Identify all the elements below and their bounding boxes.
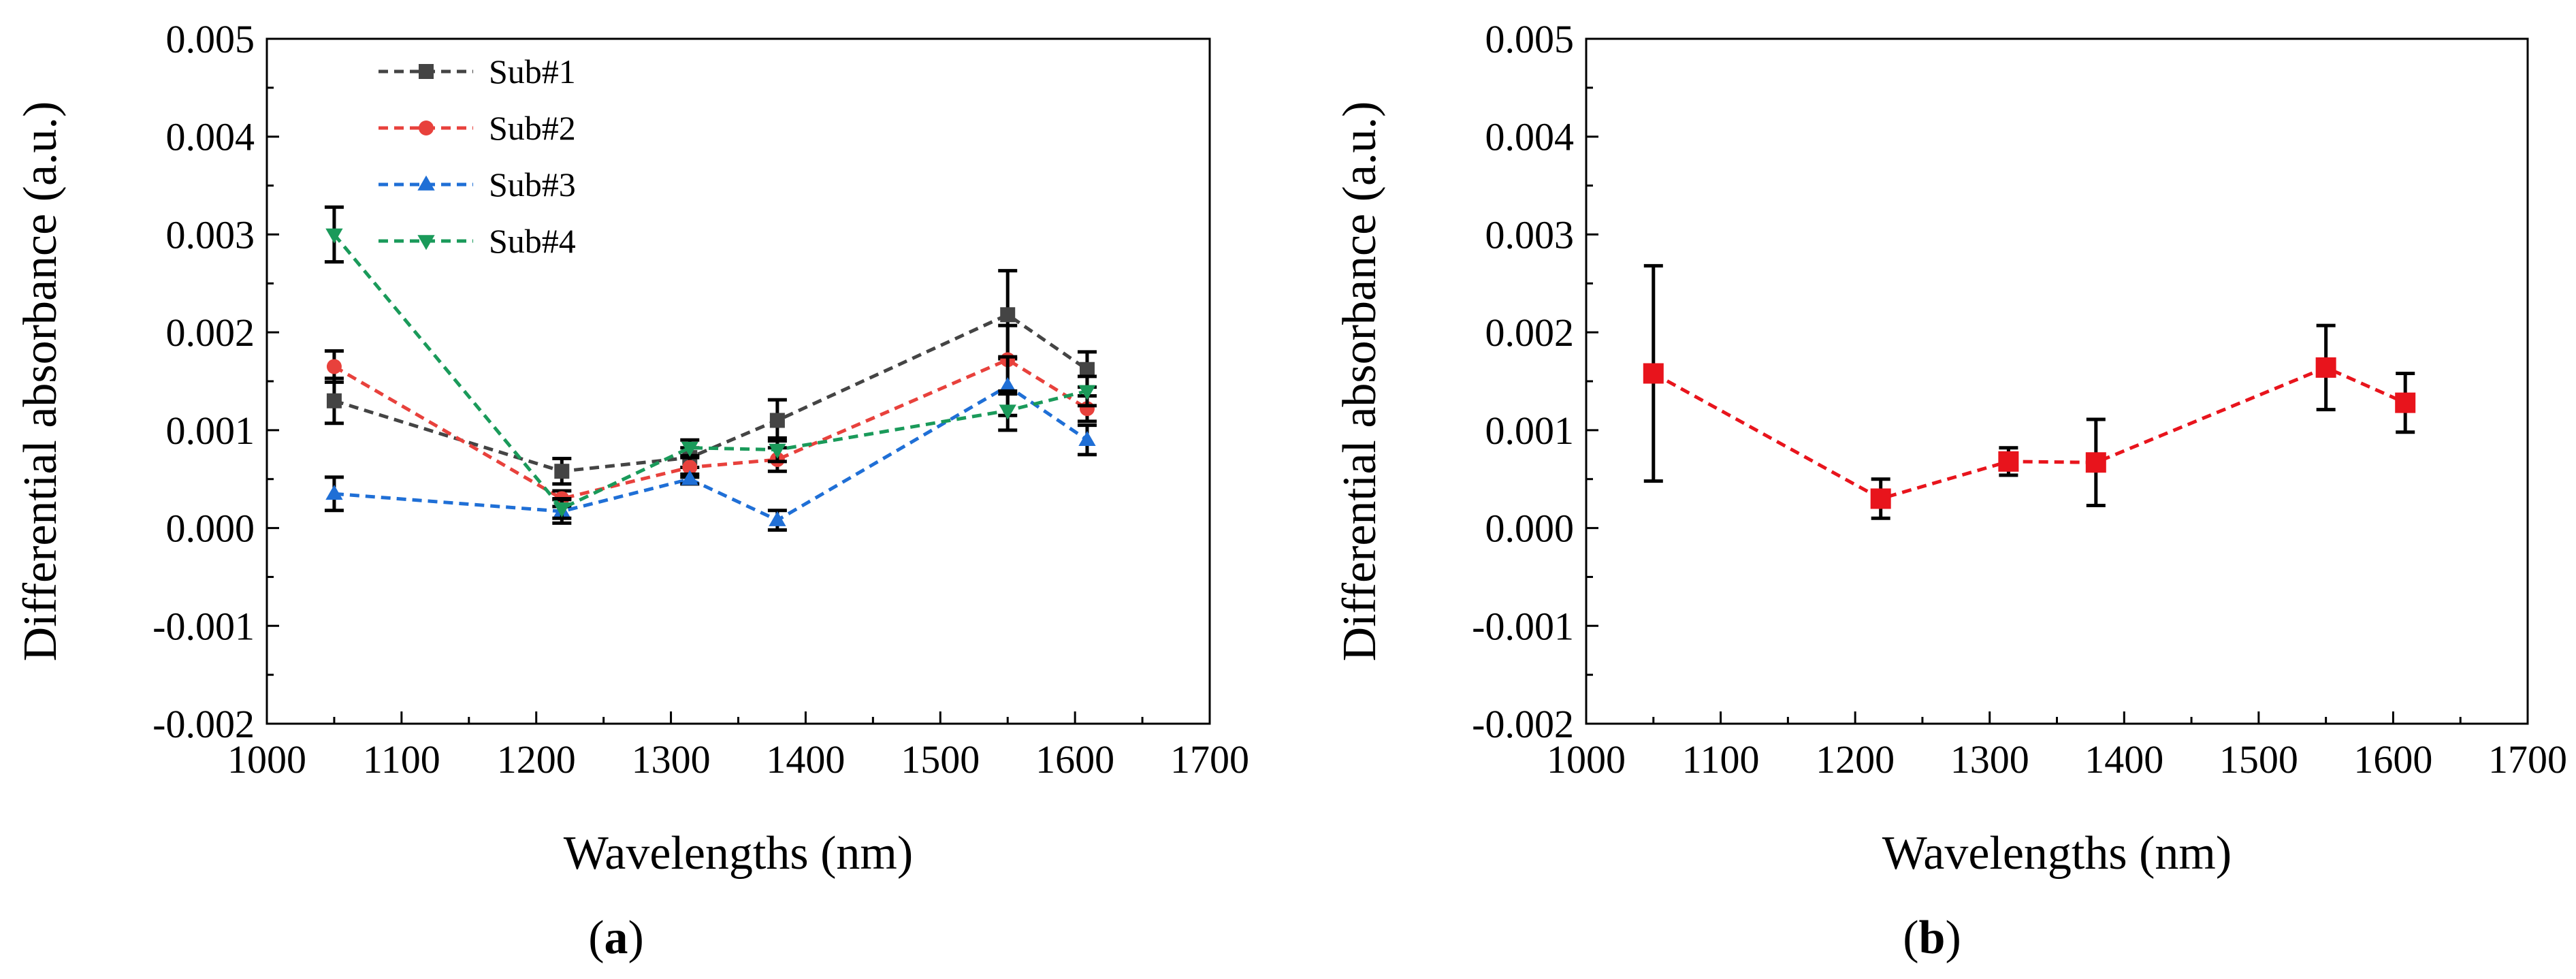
- series-line: [1652, 366, 2406, 501]
- y-tick-label: 0.003: [166, 212, 255, 257]
- data-point: [2085, 452, 2106, 473]
- legend-label: Sub#3: [489, 165, 576, 204]
- data-point: [325, 485, 343, 500]
- y-tick-label: 0.001: [166, 408, 255, 453]
- y-tick-label: -0.002: [152, 702, 255, 746]
- legend-item: Sub#3: [379, 165, 576, 204]
- x-tick-label: 1300: [1950, 737, 2029, 782]
- panel-a-label: (a): [588, 912, 644, 964]
- panel-b-chart: 1000 1100 1200 1300 1400 1500 1600 1700 -0.002 -0…: [1334, 17, 2567, 880]
- series-sub-4: [324, 205, 1097, 520]
- data-point: [1078, 431, 1096, 447]
- series-line: [333, 233, 1088, 511]
- x-tick-label: 1000: [227, 737, 306, 782]
- x-tick-label: 1700: [1170, 737, 1249, 782]
- y-tick-label: 0.005: [166, 17, 255, 61]
- data-point: [1998, 451, 2019, 472]
- data-point: [769, 443, 786, 459]
- x-tick-label: 1500: [901, 737, 980, 782]
- x-axis-title: Wavelengths (nm): [564, 827, 913, 880]
- data-point: [326, 393, 342, 408]
- legend-label: Sub#4: [489, 222, 576, 260]
- legend-item: Sub#2: [379, 109, 576, 147]
- legend: Sub#1 Sub#2 Sub#3 Sub#4: [379, 52, 576, 260]
- y-tick-label: 0.003: [1485, 212, 1575, 257]
- data-point: [682, 460, 698, 475]
- x-tick-label: 1400: [2084, 737, 2163, 782]
- x-tick-label: 1200: [497, 737, 576, 782]
- legend-item: Sub#4: [379, 222, 576, 260]
- y-tick-label: 0.004: [1485, 115, 1575, 159]
- plot-frame: [1585, 37, 2529, 725]
- y-tick-label: 0.005: [1485, 17, 1575, 61]
- series-line: [334, 312, 1089, 473]
- data-point: [419, 121, 434, 135]
- series-line: [333, 357, 1089, 501]
- y-axis-title: Differential absorbance (a.u.): [14, 101, 67, 662]
- y-tick-label: -0.001: [152, 604, 255, 648]
- x-tick-label: 1600: [2353, 737, 2432, 782]
- data-point: [553, 502, 570, 518]
- x-tick-label: 1100: [363, 737, 440, 782]
- x-tick-label: 1200: [1816, 737, 1895, 782]
- x-tick-label: 1400: [766, 737, 845, 782]
- data-point: [769, 511, 786, 526]
- y-tick-label: 0.000: [166, 507, 255, 551]
- data-point: [417, 175, 435, 191]
- plot-frame: [265, 37, 1211, 725]
- panel-a-chart: 1000 1100 1200 1300 1400 1500 1600 1700 -0.002 -0…: [14, 17, 1249, 880]
- y-tick-label: 0.001: [1485, 408, 1575, 453]
- series-sub-1: [324, 269, 1097, 486]
- x-tick-label: 1100: [1682, 737, 1760, 782]
- legend-label: Sub#1: [489, 52, 576, 91]
- x-axis-title: Wavelengths (nm): [1882, 827, 2232, 880]
- data-point: [999, 376, 1016, 392]
- data-point: [681, 470, 698, 485]
- x-tick-label: 1000: [1547, 737, 1626, 782]
- data-point: [325, 228, 343, 244]
- y-tick-label: -0.002: [1472, 702, 1574, 746]
- y-tick-label: 0.004: [166, 115, 255, 159]
- data-point: [554, 464, 570, 479]
- legend-item: Sub#1: [379, 52, 576, 91]
- data-point: [2315, 357, 2336, 378]
- data-point: [2395, 392, 2416, 413]
- data-point: [999, 404, 1016, 420]
- y-axis-title: Differential absorbance (a.u.): [1334, 101, 1386, 662]
- data-point: [1643, 363, 1664, 384]
- x-tick-label: 1500: [2219, 737, 2298, 782]
- y-tick-label: 0.002: [166, 310, 255, 355]
- data-point: [326, 359, 342, 374]
- data-point: [1078, 385, 1096, 400]
- x-tick-label: 1300: [632, 737, 711, 782]
- series-line: [334, 384, 1089, 522]
- y-tick-label: 0.002: [1485, 310, 1575, 355]
- panel-b-label: (b): [1903, 912, 1961, 964]
- y-tick-label: -0.001: [1472, 604, 1574, 648]
- data-point: [681, 441, 698, 457]
- data-point: [1870, 488, 1891, 509]
- data-point: [419, 64, 434, 79]
- legend-label: Sub#2: [489, 109, 576, 147]
- x-tick-label: 1700: [2488, 737, 2567, 782]
- data-point: [1000, 307, 1016, 323]
- series-sub-3: [324, 355, 1097, 532]
- data-point: [1079, 362, 1095, 377]
- data-point: [417, 235, 435, 251]
- x-tick-label: 1600: [1035, 737, 1114, 782]
- y-tick-label: 0.000: [1485, 507, 1575, 551]
- series-mean: [1643, 263, 2416, 520]
- data-point: [769, 413, 785, 428]
